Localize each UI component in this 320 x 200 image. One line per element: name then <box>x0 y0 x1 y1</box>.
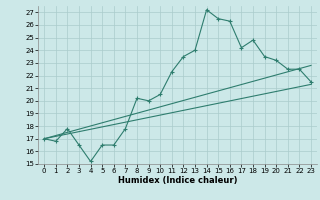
X-axis label: Humidex (Indice chaleur): Humidex (Indice chaleur) <box>118 176 237 185</box>
